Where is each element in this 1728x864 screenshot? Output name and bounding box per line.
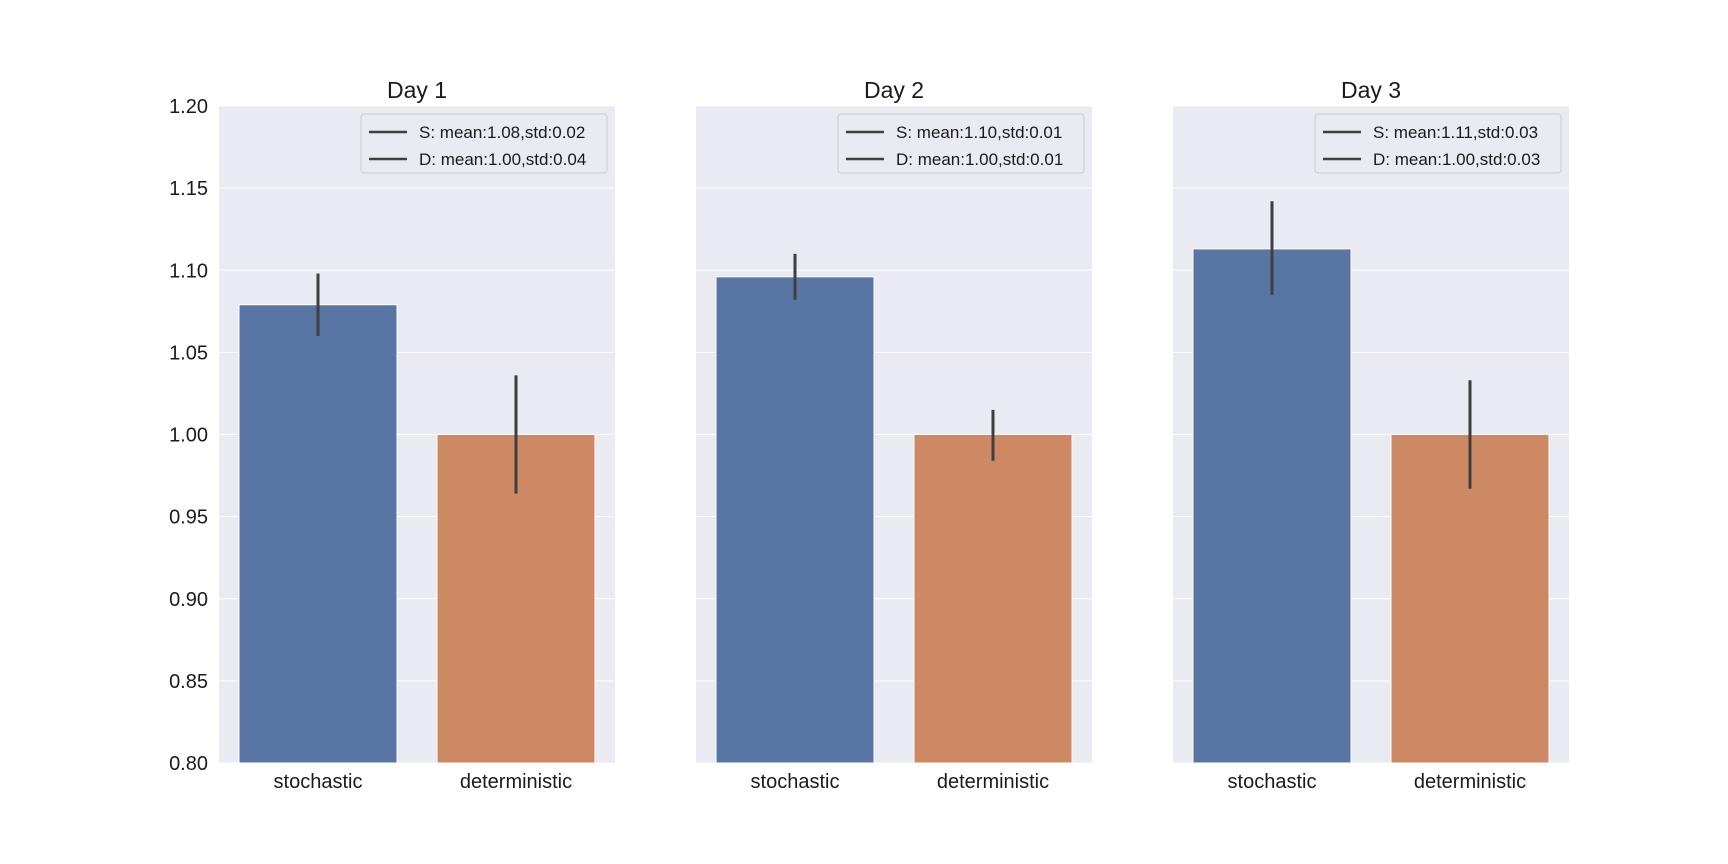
bar-deterministic xyxy=(1390,434,1550,764)
legend-entry: S: mean:1.10,std:0.01 xyxy=(896,123,1062,142)
panel-day-2: stochastic deterministic Day 2 S: mean:1.10… xyxy=(696,77,1092,793)
x-tick-label-stochastic: stochastic xyxy=(274,771,363,793)
y-tick-label: 0.95 xyxy=(169,507,208,529)
x-tick-label-deterministic: deterministic xyxy=(1414,771,1526,793)
legend-frame xyxy=(837,113,1085,174)
bar-deterministic xyxy=(913,434,1073,764)
y-tick-label: 1.20 xyxy=(169,96,208,118)
bar-stochastic xyxy=(1192,248,1352,764)
y-tick-label: 1.00 xyxy=(169,425,208,447)
legend-entry: D: mean:1.00,std:0.01 xyxy=(896,150,1063,169)
y-tick-label: 0.80 xyxy=(169,753,208,775)
bar-stochastic xyxy=(238,304,398,764)
y-tick-label: 0.85 xyxy=(169,671,208,693)
y-tick-label: 1.05 xyxy=(169,342,208,364)
legend-entry: D: mean:1.00,std:0.03 xyxy=(1373,150,1540,169)
legend-entry: S: mean:1.08,std:0.02 xyxy=(419,123,585,142)
legend: S: mean:1.08,std:0.02 D: mean:1.00,std:0.… xyxy=(360,113,608,174)
x-tick-label-deterministic: deterministic xyxy=(460,771,572,793)
panel-day-1: stochastic deterministic Day 1 S: mean:1.08… xyxy=(219,77,615,793)
legend-entry: D: mean:1.00,std:0.04 xyxy=(419,150,586,169)
x-tick-label-deterministic: deterministic xyxy=(937,771,1049,793)
panel-title: Day 2 xyxy=(864,77,924,103)
x-tick-label-stochastic: stochastic xyxy=(751,771,840,793)
panel-title: Day 1 xyxy=(387,77,447,103)
panel-title: Day 3 xyxy=(1341,77,1401,103)
panel-day-3: stochastic deterministic Day 3 S: mean:1.11… xyxy=(1173,77,1569,793)
legend: S: mean:1.10,std:0.01 D: mean:1.00,std:0.… xyxy=(837,113,1085,174)
y-tick-label: 0.90 xyxy=(169,589,208,611)
x-tick-label-stochastic: stochastic xyxy=(1228,771,1317,793)
legend-entry: S: mean:1.11,std:0.03 xyxy=(1373,123,1538,142)
legend-frame xyxy=(1314,113,1562,174)
bar-stochastic xyxy=(715,276,875,764)
legend: S: mean:1.11,std:0.03 D: mean:1.00,std:0.… xyxy=(1314,113,1562,174)
y-tick-label: 1.15 xyxy=(169,178,208,200)
legend-frame xyxy=(360,113,608,174)
y-tick-label: 1.10 xyxy=(169,260,208,282)
